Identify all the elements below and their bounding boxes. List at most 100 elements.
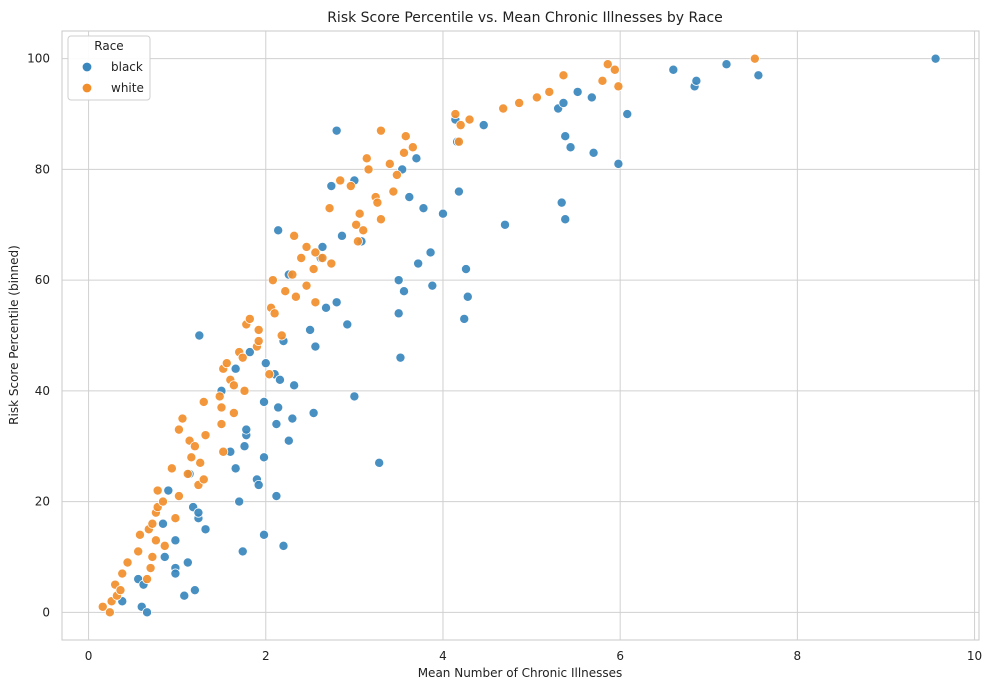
point-white [189, 441, 200, 452]
y-tick-label: 40 [35, 384, 50, 398]
legend-title: Race [94, 39, 123, 53]
point-white [228, 380, 239, 391]
point-white [115, 585, 126, 596]
point-white [198, 474, 209, 485]
point-white [142, 574, 153, 585]
point-black [395, 352, 406, 363]
point-white [335, 175, 346, 186]
point-white [280, 286, 291, 297]
point-white [407, 142, 418, 153]
point-black [234, 496, 245, 507]
point-black [572, 86, 583, 97]
point-black [560, 131, 571, 142]
point-white [361, 153, 372, 164]
point-white [326, 258, 337, 269]
point-white [450, 109, 461, 120]
point-black [305, 324, 316, 335]
point-black [274, 374, 285, 385]
point-black [336, 230, 347, 241]
point-black [331, 125, 342, 136]
point-white [398, 147, 409, 158]
point-black [260, 358, 271, 369]
point-black [239, 441, 250, 452]
x-tick-label: 10 [967, 649, 982, 663]
point-black [200, 524, 211, 535]
point-white [345, 181, 356, 192]
point-white [182, 468, 193, 479]
point-white [214, 391, 225, 402]
point-black [556, 197, 567, 208]
point-black [398, 286, 409, 297]
point-black [721, 59, 732, 70]
point-white [198, 396, 209, 407]
point-white [354, 208, 365, 219]
point-white [267, 275, 278, 286]
point-white [195, 457, 206, 468]
point-white [391, 169, 402, 180]
legend-white-label: white [111, 81, 144, 95]
point-black [283, 435, 294, 446]
point-white [310, 247, 321, 258]
point-black [193, 507, 204, 518]
point-white [388, 186, 399, 197]
point-white [609, 64, 620, 75]
y-tick-label: 60 [35, 273, 50, 287]
point-black [588, 147, 599, 158]
point-black [182, 557, 193, 568]
point-black [159, 551, 170, 562]
point-black [427, 280, 438, 291]
point-white [147, 551, 158, 562]
point-white [239, 385, 250, 396]
x-tick-label: 0 [85, 649, 93, 663]
point-white [150, 535, 161, 546]
y-tick-label: 100 [27, 52, 50, 66]
point-black [142, 607, 153, 618]
point-white [301, 241, 312, 252]
x-tick-label: 6 [616, 649, 624, 663]
point-black [425, 247, 436, 258]
point-black [273, 402, 284, 413]
point-black [310, 341, 321, 352]
point-white [269, 308, 280, 319]
point-white [166, 463, 177, 474]
y-tick-label: 80 [35, 162, 50, 176]
chart-title: Risk Score Percentile vs. Mean Chronic I… [327, 10, 723, 26]
point-black [230, 363, 241, 374]
point-black [259, 452, 270, 463]
point-black [321, 302, 332, 313]
point-black [273, 225, 284, 236]
point-white [177, 413, 188, 424]
point-black [499, 219, 510, 230]
point-black [308, 408, 319, 419]
point-black [560, 214, 571, 225]
point-black [459, 313, 470, 324]
point-white [289, 230, 300, 241]
point-white [157, 496, 168, 507]
point-white [145, 563, 156, 574]
point-white [375, 125, 386, 136]
point-black [253, 479, 264, 490]
point-white [602, 59, 613, 70]
point-white [117, 568, 128, 579]
point-white [317, 252, 328, 263]
data-points [97, 53, 941, 618]
point-black [586, 92, 597, 103]
point-white [358, 225, 369, 236]
point-black [170, 568, 181, 579]
point-white [749, 53, 760, 64]
point-white [558, 70, 569, 81]
point-black [230, 463, 241, 474]
point-white [200, 430, 211, 441]
x-tick-label: 2 [262, 649, 270, 663]
point-black [163, 485, 174, 496]
point-black [271, 491, 282, 502]
point-white [133, 546, 144, 557]
point-black [259, 396, 270, 407]
point-white [97, 601, 108, 612]
point-white [464, 114, 475, 125]
point-black [437, 208, 448, 219]
point-white [296, 252, 307, 263]
point-white [514, 97, 525, 108]
